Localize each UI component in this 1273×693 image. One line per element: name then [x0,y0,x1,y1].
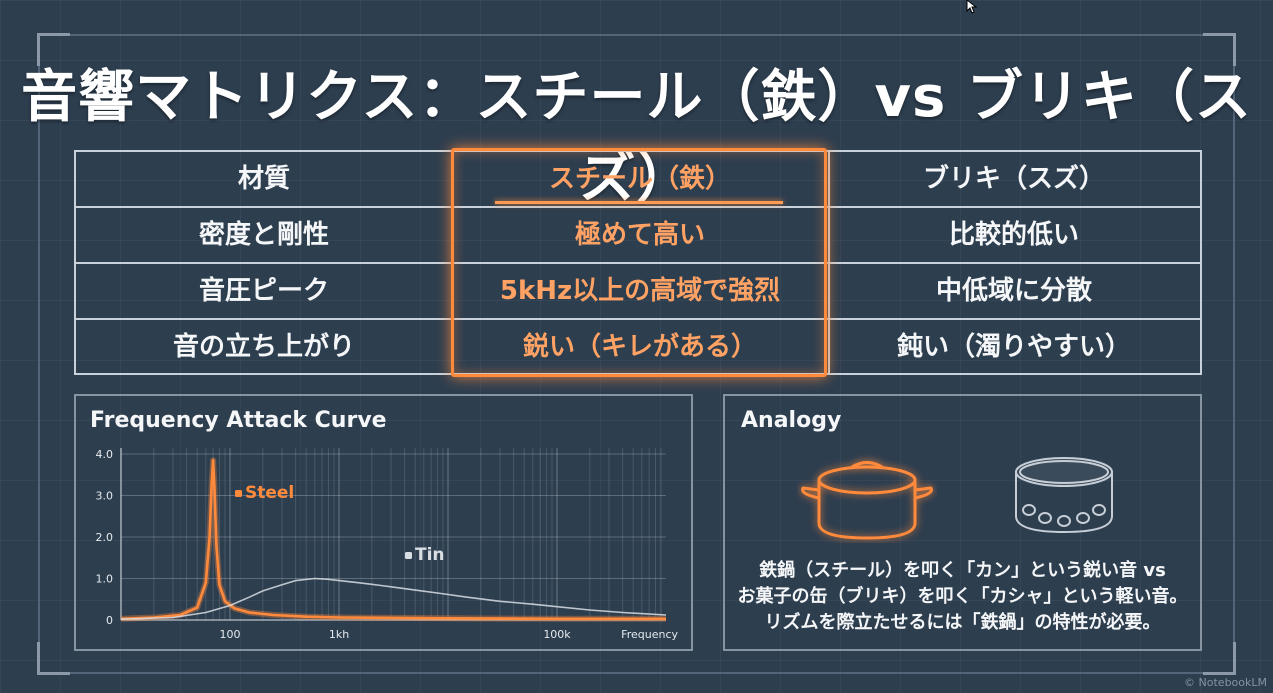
analogy-panel: Analogy 鉄鍋（スチール）を叩く「カン」という鋭い音 vs お菓子の缶（ブ… [723,394,1202,651]
y-tick-label: 2.0 [96,531,114,544]
frame-corner [1203,642,1236,675]
steel-cell: 極めて高い [574,220,705,250]
tin-cell: 比較的低い [948,220,1079,250]
frame-top-line [67,34,1206,36]
steel-header-underline [495,201,783,204]
frame-corner [37,33,70,66]
steel-column-highlight [451,148,827,377]
frequency-attack-chart: 0 1.0 2.0 3.0 4.0 100 1kh 100k Frequency Steel Tin [96,448,678,641]
legend-label: Tin [415,545,445,565]
row-label: 音圧ピーク [198,276,329,306]
y-tick-label: 0 [106,614,113,627]
table-row: 音の立ち上がり 鋭い（キレがある） 鈍い（濁りやすい） [76,320,1200,376]
frame-left-line [38,63,40,643]
row-label: 材質 [237,164,290,194]
y-tick-label: 1.0 [96,573,114,586]
table-row: 材質 スチール（鉄） ブリキ（スズ） [76,152,1200,208]
page-title: 音響マトリクス：スチール（鉄）vs ブリキ（スズ） [21,65,1252,211]
y-tick-label: 3.0 [96,490,114,503]
caption-line: 鉄鍋（スチール）を叩く「カン」という鋭い音 vs [759,560,1166,581]
x-tick-label: 1kh [329,628,349,641]
caption-line: リズムを際立たせるには「鉄鍋」の特性が必要。 [764,612,1161,633]
x-tick-label: 100k [543,628,571,641]
steel-cell: スチール（鉄） [548,164,731,194]
tin-cell: ブリキ（スズ） [922,164,1105,194]
frame-right-line [1233,63,1235,643]
row-label: 音の立ち上がり [172,332,355,362]
steel-cell: 5kHz以上の高域で強烈 [499,276,781,306]
caption-line: お菓子の缶（ブリキ）を叩く「カシャ」という軽い音。 [737,586,1188,607]
steel-cell: 鋭い（キレがある） [522,332,757,362]
legend-marker [405,552,412,559]
table-row: 密度と剛性 極めて高い 比較的低い [76,208,1200,264]
analogy-caption: 鉄鍋（スチール）を叩く「カン」という鋭い音 vs お菓子の缶（ブリキ）を叩く「カ… [725,558,1200,636]
tin-can-icon [1015,457,1113,534]
series-line-steel [120,458,666,621]
frame-bottom-line [67,672,1206,674]
table-row: 音圧ピーク 5kHz以上の高域で強烈 中低域に分散 [76,264,1200,320]
y-tick-label: 4.0 [96,448,114,461]
legend-label: Steel [245,483,294,503]
mouse-cursor-icon [966,0,978,14]
series-line-tin [120,577,667,620]
frequency-chart-panel: Frequency Attack Curve 0 1.0 2.0 3.0 4.0 100 1… [74,394,693,651]
frame-corner [1203,33,1236,66]
tin-cell: 鈍い（濁りやすい） [896,332,1131,362]
frame-corner [37,642,70,675]
cast-iron-pot-icon [801,461,933,540]
x-axis-label: Frequency [621,628,678,641]
watermark: © NotebookLM [1184,676,1267,689]
analogy-title: Analogy [741,408,842,433]
tin-cell: 中低域に分散 [935,276,1092,306]
chart-title: Frequency Attack Curve [90,408,387,433]
legend-marker [235,490,242,497]
x-tick-label: 100 [220,628,241,641]
row-label: 密度と剛性 [198,220,329,250]
